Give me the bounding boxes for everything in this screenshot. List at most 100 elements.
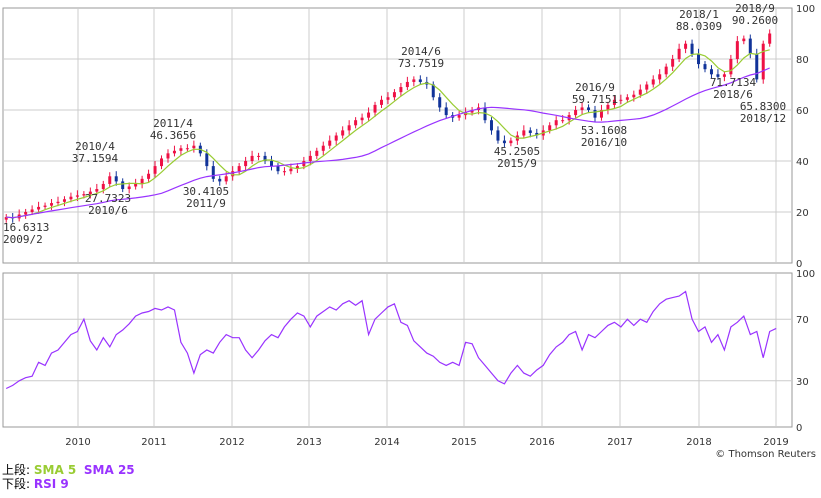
price-annotation: 2011/4 [153, 117, 193, 130]
price-annotation: 2015/9 [497, 157, 537, 170]
x-tick-label: 2018 [686, 437, 711, 448]
price-annotation: 27.7323 [85, 192, 131, 205]
candle-body [748, 38, 752, 54]
candle-body [367, 112, 371, 118]
candle-body [690, 43, 694, 54]
upper-y-tick-label: 0 [796, 259, 802, 270]
candle-body [347, 125, 351, 131]
rsi-line [5, 290, 777, 390]
candle-body [645, 84, 649, 90]
price-annotation: 16.6313 [3, 221, 49, 234]
candle-body [276, 166, 280, 172]
price-annotation: 30.4105 [183, 185, 229, 198]
candle-body [147, 173, 151, 179]
x-tick-label: 2016 [529, 437, 554, 448]
lower-y-tick-label: 30 [796, 377, 809, 388]
candle-body [664, 66, 668, 75]
candle-body [263, 155, 267, 161]
upper-y-tick-label: 40 [796, 157, 809, 168]
candle-body [289, 168, 293, 172]
candle-body [399, 87, 403, 93]
candle-body [37, 206, 41, 210]
x-tick-label: 2015 [451, 437, 476, 448]
x-tick-label: 2017 [607, 437, 632, 448]
x-tick-label: 2013 [296, 437, 321, 448]
candle-body [250, 155, 254, 161]
candle-body [438, 97, 442, 108]
price-annotation: 2016/9 [575, 81, 615, 94]
legend-upper: 上段: SMA 5 SMA 25 [2, 463, 135, 477]
price-annotation: 73.7519 [398, 57, 444, 70]
price-annotation: 2018/9 [735, 2, 775, 15]
price-annotation: 46.3656 [150, 129, 196, 142]
candle-body [205, 153, 209, 167]
candle-body [386, 97, 390, 100]
sma25-line [6, 67, 770, 219]
candle-body [4, 217, 8, 220]
candle-body [315, 150, 319, 156]
candle-body [360, 117, 364, 121]
upper-y-tick-label: 100 [796, 4, 815, 15]
candle-body [574, 110, 578, 116]
candle-body [88, 191, 92, 195]
candle-body [179, 148, 183, 151]
candle-body [24, 212, 28, 215]
candle-body [50, 203, 54, 206]
candle-body [282, 171, 286, 173]
candle-body [328, 140, 332, 146]
candle-body [619, 99, 623, 101]
candle-body [354, 120, 358, 126]
candle-body [373, 104, 377, 113]
candle-body [192, 145, 196, 149]
candle-body [535, 132, 539, 136]
price-annotation: 2018/6 [713, 88, 753, 101]
candle-body [75, 195, 79, 197]
candle-body [295, 166, 299, 169]
lower-y-tick-label: 70 [796, 315, 809, 326]
candle-body [56, 201, 60, 204]
legend: 上段: SMA 5 SMA 25 下段: RSI 9 [2, 463, 135, 491]
candle-body [218, 178, 222, 182]
price-annotation: 2011/9 [186, 197, 226, 210]
candle-body [321, 145, 325, 151]
legend-sma5: SMA 5 [33, 463, 77, 477]
candle-body [625, 97, 629, 100]
candle-body [244, 161, 248, 167]
candle-body [470, 110, 474, 113]
legend-sma25: SMA 25 [83, 463, 135, 477]
price-annotation: 65.8300 [740, 100, 786, 113]
candle-body [308, 155, 312, 161]
candle-body [95, 189, 99, 192]
lower-y-tick-label: 0 [796, 423, 802, 434]
upper-y-tick-label: 20 [796, 208, 809, 219]
candle-body [108, 176, 112, 184]
candle-body [599, 110, 603, 118]
lower-y-tick-label: 100 [796, 269, 815, 280]
price-annotation: 45.2505 [494, 145, 540, 158]
legend-rsi: RSI 9 [33, 477, 69, 491]
candle-body [554, 120, 558, 126]
candle-body [716, 74, 720, 77]
candle-body [82, 194, 86, 196]
candle-body [677, 48, 681, 59]
candle-body [606, 104, 610, 110]
candle-body [101, 183, 105, 190]
candle-body [509, 140, 513, 144]
candle-body [638, 89, 642, 95]
candle-body [729, 59, 733, 75]
candle-body [127, 186, 131, 190]
price-annotation: 2014/6 [401, 45, 441, 58]
candle-body [418, 79, 422, 82]
candle-body [134, 183, 138, 187]
candle-body [444, 107, 448, 116]
candle-body [30, 209, 34, 212]
candle-body [392, 92, 396, 98]
candle-body [379, 99, 383, 105]
candle-body [489, 120, 493, 131]
candle-body [761, 43, 765, 80]
candle-body [755, 53, 759, 80]
price-annotation: 2010/4 [75, 140, 115, 153]
candle-body [166, 153, 170, 159]
candle-body [658, 74, 662, 80]
candle-body [412, 79, 416, 82]
